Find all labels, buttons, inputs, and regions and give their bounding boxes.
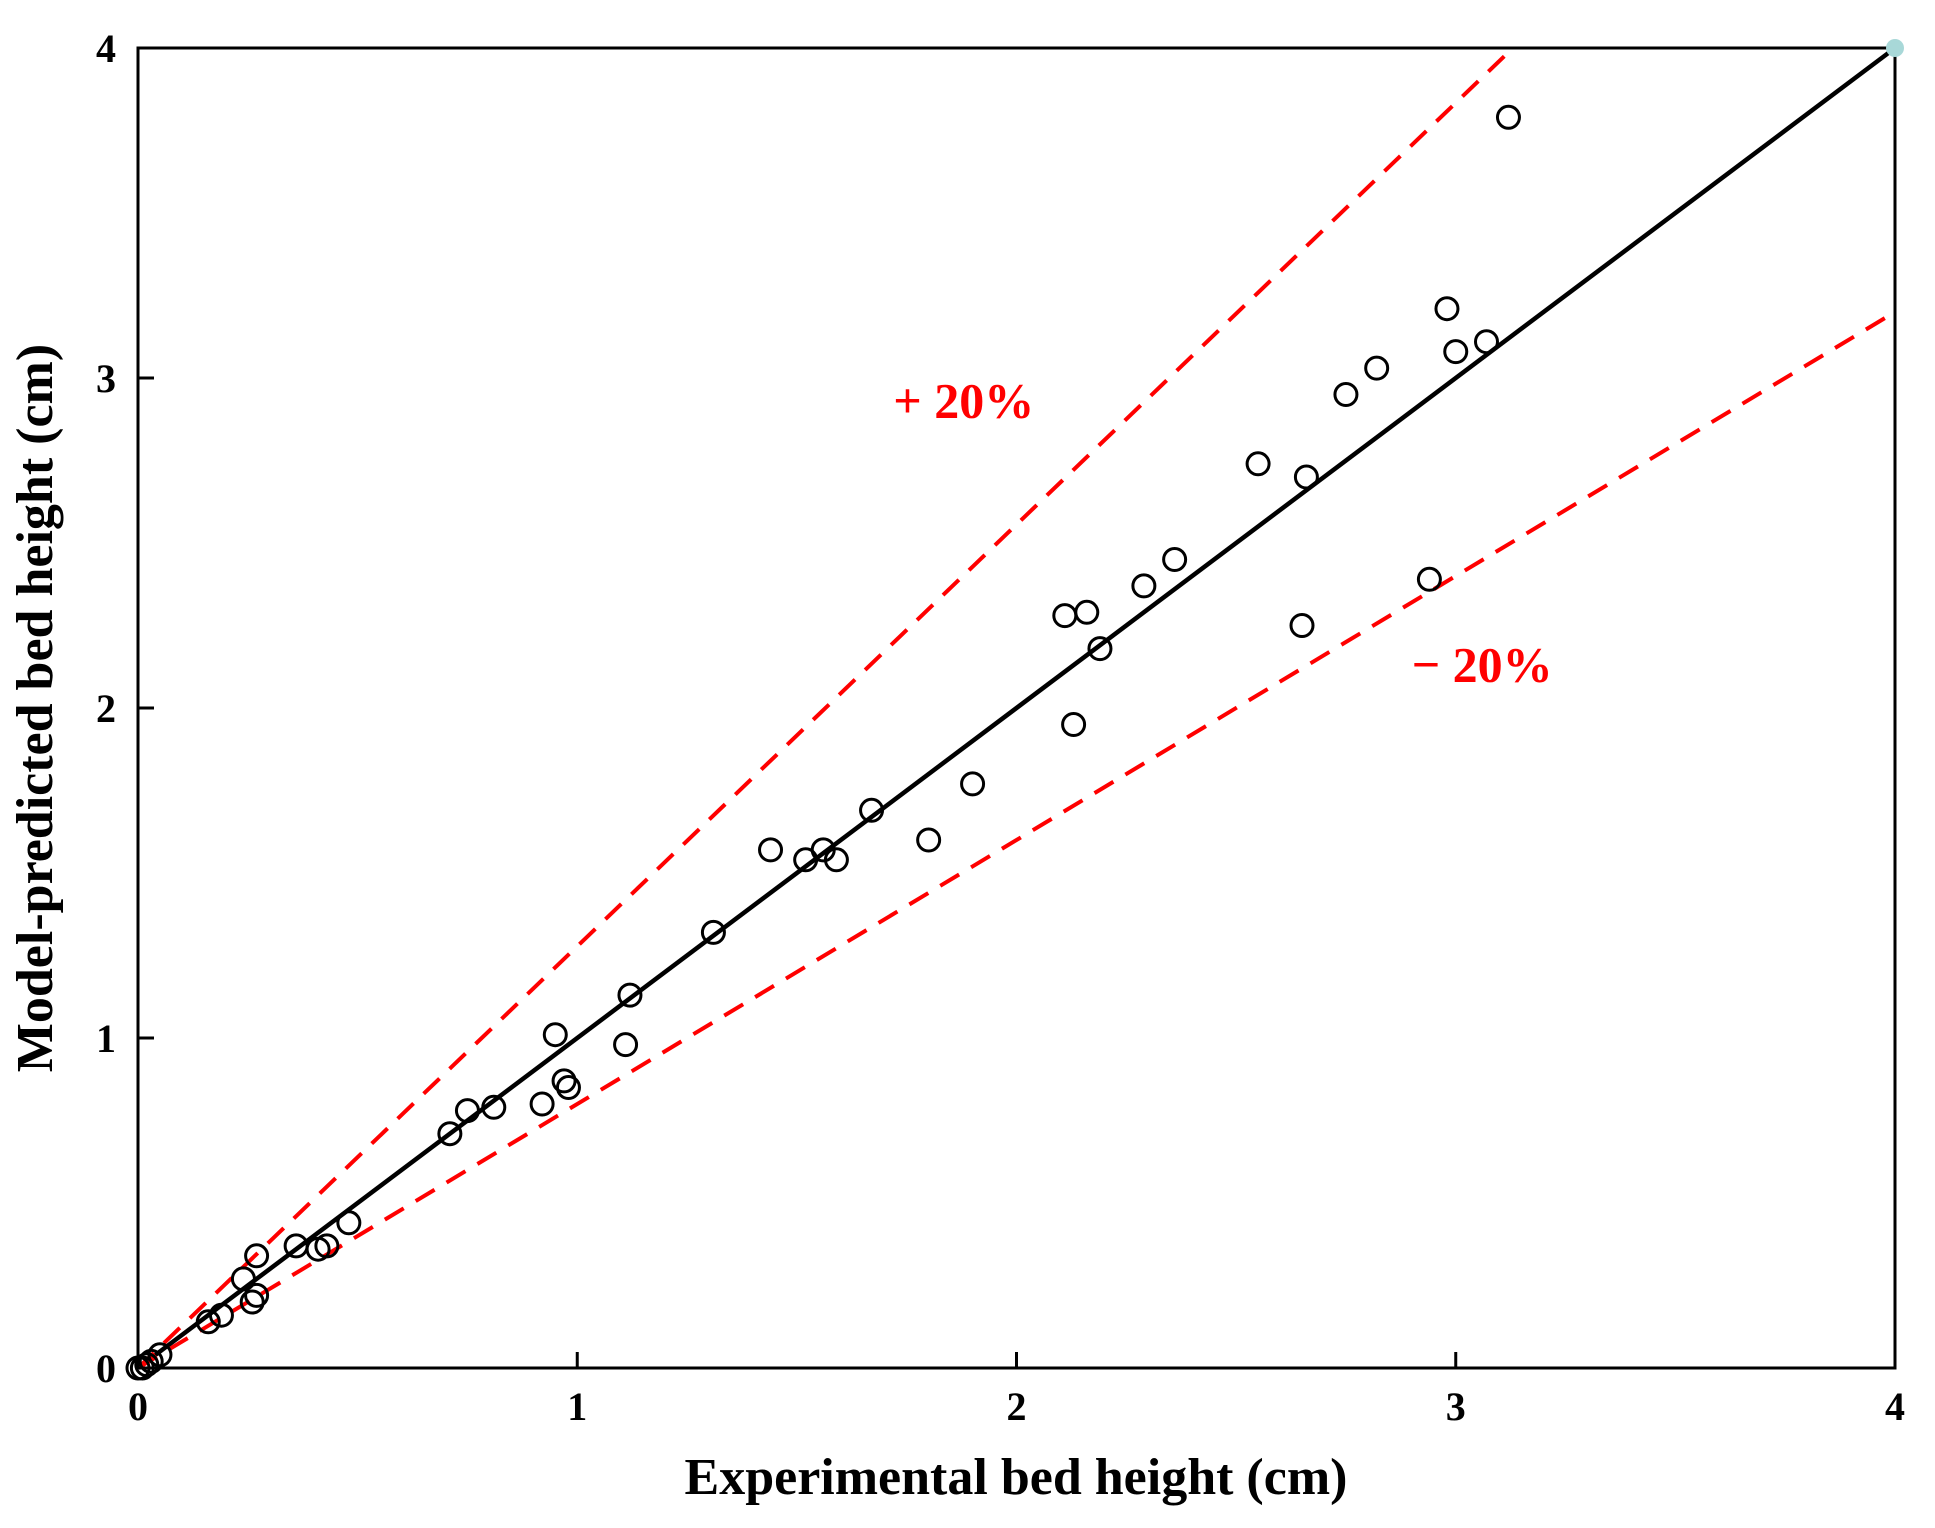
x-tick-label: 0 (128, 1384, 148, 1429)
data-point (1131, 573, 1157, 599)
x-tick-label: 1 (567, 1384, 587, 1429)
data-point (700, 919, 726, 945)
data-point (1162, 547, 1188, 572)
data-point (239, 1289, 265, 1315)
data-point (1289, 613, 1315, 638)
ticks-layer (136, 46, 1897, 1370)
x-tick-label: 2 (1007, 1384, 1027, 1429)
x-tick-label: 4 (1885, 1384, 1905, 1429)
y-tick-label: 0 (96, 1346, 116, 1391)
data-point (1416, 566, 1442, 592)
data-point (208, 1302, 234, 1328)
y-tick-label: 4 (96, 26, 116, 71)
data-point (244, 1282, 270, 1308)
x-tick-label: 3 (1446, 1384, 1466, 1429)
data-point (1061, 712, 1087, 737)
points-layer (125, 39, 1904, 1381)
data-point (1443, 339, 1469, 365)
y-tick-label: 2 (96, 686, 116, 731)
data-point (1364, 355, 1390, 381)
data-point (551, 1068, 577, 1094)
data-point (336, 1210, 362, 1236)
data-point (1333, 382, 1359, 407)
data-point (1087, 636, 1113, 662)
y-tick-label: 3 (96, 356, 116, 401)
plus-20-band-line (136, 46, 1515, 1370)
x-axis-title: Experimental bed height (cm) (685, 1449, 1348, 1506)
lines-layer (136, 46, 1897, 1370)
data-point (1434, 296, 1460, 322)
y-tick-label: 1 (96, 1016, 116, 1061)
data-point (195, 1309, 221, 1335)
minus-20-label: − 20% (1412, 637, 1553, 693)
data-point (230, 1266, 256, 1292)
data-point (147, 1342, 173, 1368)
data-point (960, 771, 986, 797)
minus-20-band-line (136, 310, 1897, 1370)
y-axis-title: Model-predicted bed height (cm) (7, 344, 64, 1072)
data-point (542, 1022, 568, 1048)
data-point (1245, 451, 1271, 477)
endpoint-marker (1886, 39, 1904, 57)
data-point (617, 982, 643, 1008)
parity-line (136, 46, 1897, 1370)
plus-20-label: + 20% (893, 373, 1034, 429)
data-point (454, 1098, 480, 1124)
data-point (613, 1032, 639, 1058)
data-point (314, 1233, 340, 1259)
data-point (1074, 599, 1100, 625)
data-point (529, 1091, 555, 1117)
data-point (244, 1243, 270, 1269)
labels-layer: 0 1 2 3 4 0 1 2 3 4 + 20% − 20% (96, 26, 1905, 1429)
data-point (1293, 464, 1319, 490)
data-point (555, 1075, 581, 1100)
data-point (1052, 603, 1078, 629)
data-point (437, 1121, 463, 1147)
data-point (916, 827, 942, 853)
data-point (1495, 104, 1521, 130)
data-point (859, 797, 885, 823)
data-point (758, 837, 784, 863)
data-point (481, 1094, 507, 1120)
data-point (1473, 329, 1499, 355)
data-point (823, 847, 849, 873)
